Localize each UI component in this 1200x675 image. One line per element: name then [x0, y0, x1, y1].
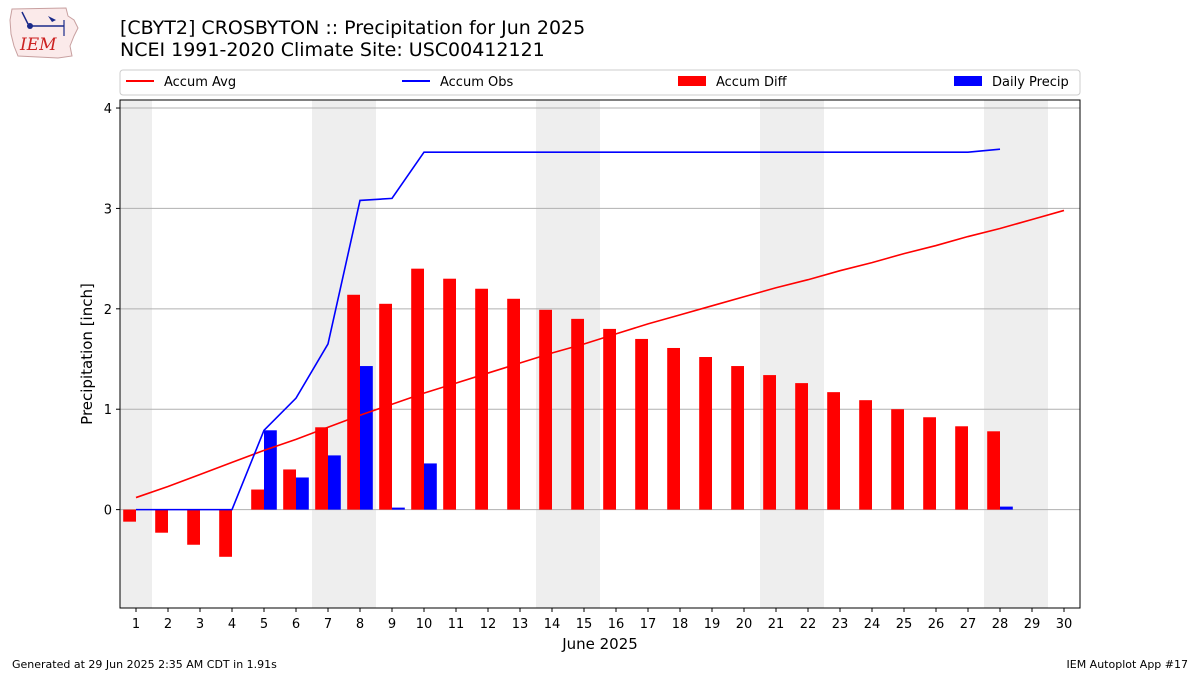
x-tick-label: 15 — [576, 617, 593, 632]
legend-label-accum-obs: Accum Obs — [440, 75, 513, 90]
legend-label-accum-diff: Accum Diff — [716, 75, 788, 90]
accum-diff-bar-day-26 — [923, 417, 936, 510]
y-tick-label: 3 — [104, 202, 112, 217]
x-tick-label: 23 — [832, 617, 849, 632]
x-tick-label: 14 — [544, 617, 561, 632]
weekend-shade-day-21 — [760, 100, 792, 608]
y-tick-label: 1 — [104, 403, 112, 418]
daily-precip-bar-day-28 — [1000, 506, 1013, 510]
accum-diff-bar-day-11 — [443, 278, 456, 510]
bars — [123, 268, 1013, 557]
weekend-shade-day-22 — [792, 100, 824, 608]
accum-diff-bar-day-21 — [763, 375, 776, 510]
daily-precip-bar-day-7 — [328, 455, 341, 510]
weekend-shade-day-28 — [984, 100, 1016, 608]
plot-frame — [119, 99, 1081, 609]
legend-label-accum-avg: Accum Avg — [164, 75, 236, 90]
x-tick-label: 24 — [864, 617, 881, 632]
x-tick-label: 13 — [512, 617, 529, 632]
accum-diff-bar-day-25 — [891, 409, 904, 510]
accum-diff-bar-day-28 — [987, 431, 1000, 510]
accum-diff-bar-day-1 — [123, 509, 136, 522]
x-tick-label: 26 — [928, 617, 945, 632]
x-tick-label: 28 — [992, 617, 1009, 632]
daily-precip-bar-day-9 — [392, 507, 405, 510]
weekend-shade-day-1 — [120, 100, 152, 608]
x-axis-label: June 2025 — [561, 635, 638, 653]
x-tick-label: 20 — [736, 617, 753, 632]
accum-diff-bar-day-7 — [315, 427, 328, 510]
legend-swatch-daily-precip — [954, 76, 982, 86]
footer-generated: Generated at 29 Jun 2025 2:35 AM CDT in … — [12, 658, 277, 671]
x-tick-label: 3 — [196, 617, 204, 632]
daily-precip-bar-day-10 — [424, 463, 437, 510]
accum-obs-line — [136, 148, 1001, 511]
legend-box — [119, 69, 1081, 96]
x-tick-label: 11 — [448, 617, 465, 632]
accum-diff-bar-day-2 — [155, 509, 168, 533]
chart-subtitle: NCEI 1991-2020 Climate Site: USC00412121 — [120, 39, 545, 61]
accum-diff-bar-day-13 — [507, 298, 520, 510]
x-tick-label: 21 — [768, 617, 785, 632]
accum-diff-bar-day-4 — [219, 509, 232, 557]
iem-logo-text: IEM — [19, 35, 57, 55]
legend-label-daily-precip: Daily Precip — [992, 75, 1069, 90]
daily-precip-bar-day-8 — [360, 366, 373, 510]
accum-diff-bar-day-27 — [955, 426, 968, 510]
x-tick-label: 8 — [356, 617, 364, 632]
x-tick-label: 25 — [896, 617, 913, 632]
x-tick-label: 4 — [228, 617, 236, 632]
accum-diff-bar-day-5 — [251, 489, 264, 510]
x-tick-label: 6 — [292, 617, 300, 632]
accum-diff-bar-day-16 — [603, 328, 616, 510]
y-axis-label: Precipitation [inch] — [78, 283, 96, 425]
x-tick-label: 5 — [260, 617, 268, 632]
y-tick-label: 0 — [104, 504, 112, 519]
accum-diff-bar-day-8 — [347, 294, 360, 510]
accum-avg-line — [135, 209, 1065, 499]
x-tick-label: 16 — [608, 617, 625, 632]
y-tick-label: 2 — [104, 303, 112, 318]
x-tick-label: 9 — [388, 617, 396, 632]
accum-diff-bar-day-19 — [699, 357, 712, 510]
accum-diff-bar-day-3 — [187, 509, 200, 545]
x-tick-label: 2 — [164, 617, 172, 632]
accum-diff-bar-day-14 — [539, 309, 552, 510]
x-tick-label: 22 — [800, 617, 817, 632]
x-tick-label: 27 — [960, 617, 977, 632]
x-tick-label: 18 — [672, 617, 689, 632]
daily-precip-bar-day-6 — [296, 477, 309, 510]
x-tick-label: 29 — [1024, 617, 1041, 632]
y-tick-label: 4 — [104, 102, 112, 117]
accum-diff-bar-day-10 — [411, 268, 424, 510]
accum-diff-bar-day-6 — [283, 469, 296, 510]
weekend-shade-day-29 — [1016, 100, 1048, 608]
accum-diff-bar-day-22 — [795, 383, 808, 510]
x-tick-label: 12 — [480, 617, 497, 632]
x-tick-label: 7 — [324, 617, 332, 632]
accum-diff-bar-day-23 — [827, 392, 840, 510]
accum-diff-bar-day-20 — [731, 366, 744, 510]
accum-diff-bar-day-15 — [571, 318, 584, 510]
accum-diff-bar-day-17 — [635, 338, 648, 510]
accum-diff-bar-day-24 — [859, 400, 872, 510]
daily-precip-bar-day-5 — [264, 430, 277, 510]
iem-logo: IEM — [9, 7, 79, 59]
legend: Accum Avg Accum Obs Accum Diff Daily Precip — [119, 69, 1081, 96]
weekend-shade-day-7 — [312, 100, 344, 608]
accum-diff-bar-day-12 — [475, 288, 488, 510]
x-tick-label: 10 — [416, 617, 433, 632]
x-tick-label: 30 — [1056, 617, 1073, 632]
accum-diff-bar-day-18 — [667, 347, 680, 510]
lines — [135, 148, 1065, 511]
legend-swatch-accum-diff — [678, 76, 706, 86]
x-tick-label: 19 — [704, 617, 721, 632]
y-gridlines — [120, 107, 1080, 511]
x-tick-label: 17 — [640, 617, 657, 632]
x-tick-label: 1 — [132, 617, 140, 632]
chart-title: [CBYT2] CROSBYTON :: Precipitation for J… — [120, 17, 586, 39]
footer-app: IEM Autoplot App #17 — [1066, 658, 1189, 671]
